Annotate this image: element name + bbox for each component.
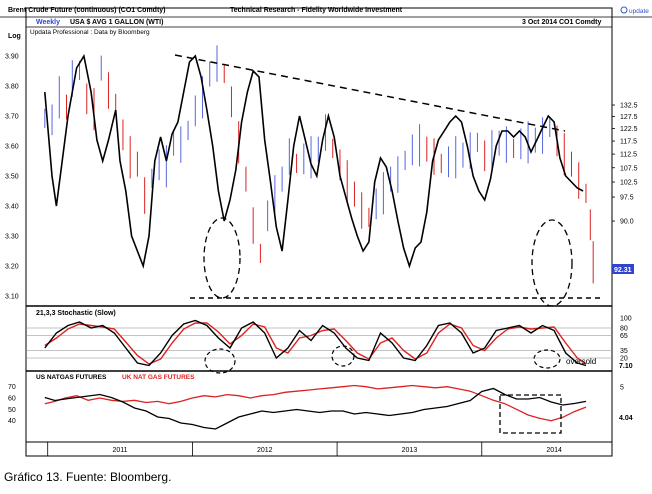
price-right-tick-label: 117.5 bbox=[620, 139, 637, 146]
stoch-title: 21,3,3 Stochastic (Slow) bbox=[36, 310, 116, 317]
price-right-tick-label: 90.0 bbox=[620, 219, 634, 226]
update-link[interactable]: update bbox=[620, 6, 649, 15]
support-circle-2012 bbox=[203, 217, 241, 299]
natgas-right-tick-label: 5 bbox=[620, 385, 624, 392]
chart-left-title: Brent Crude Future (continuous) (CO1 Com… bbox=[8, 7, 166, 14]
natgas-left-axis: 70 60 50 40 bbox=[8, 384, 16, 425]
price-left-tick-label: 3.40 bbox=[5, 204, 19, 211]
price-axis-title: Log bbox=[8, 33, 21, 40]
price-right-tick-label: 107.5 bbox=[620, 165, 638, 172]
x-axis-year-label: 2014 bbox=[546, 447, 562, 454]
stoch-tick-label: 80 bbox=[620, 326, 628, 333]
units-label: USA $ AVG 1 GALLON (WTI) bbox=[70, 19, 163, 26]
natgas-left-tick-label: 70 bbox=[8, 384, 16, 391]
source-note: Updata Professional : Data by Bloomberg bbox=[30, 29, 150, 36]
stoch-last-value: 7.10 bbox=[619, 363, 633, 370]
stoch-circle-2014 bbox=[533, 349, 561, 369]
price-left-axis: 3.90 3.80 3.70 3.60 3.50 3.40 3.30 3.20 3.10 bbox=[5, 54, 19, 301]
stoch-circle-2012 bbox=[204, 348, 236, 374]
price-right-tick-label: 97.5 bbox=[620, 195, 634, 202]
price-left-tick-label: 3.80 bbox=[5, 84, 19, 91]
natgas-left-tick-label: 40 bbox=[8, 418, 16, 425]
x-axis-year-label: 2013 bbox=[402, 447, 418, 454]
natgas-last-value: 4.04 bbox=[619, 415, 633, 422]
stoch-tick-label: 35 bbox=[620, 348, 628, 355]
x-axis: 2011 2012 2013 2014 bbox=[47, 442, 562, 456]
price-left-tick-label: 3.90 bbox=[5, 54, 19, 61]
legend-uk-natgas: UK NAT GAS FUTURES bbox=[122, 374, 195, 381]
price-right-axis: 132.5 127.5 122.5 117.5 112.5 107.5 102.5 97.5 9… bbox=[612, 103, 638, 226]
price-right-tick-label: 122.5 bbox=[620, 126, 638, 133]
price-left-tick-label: 3.30 bbox=[5, 234, 19, 241]
price-left-tick-label: 3.10 bbox=[5, 294, 19, 301]
last-price-tag bbox=[612, 264, 634, 274]
natgas-panel: US NATGAS FUTURES UK NAT GAS FUTURES 70 6… bbox=[8, 374, 633, 434]
chart-center-title: Technical Research - Fidelity Worldwide … bbox=[230, 7, 403, 14]
price-bars bbox=[44, 45, 594, 284]
price-right-tick-label: 132.5 bbox=[620, 103, 638, 110]
update-label: update bbox=[629, 8, 649, 15]
price-left-tick-label: 3.20 bbox=[5, 264, 19, 271]
price-overlay-line bbox=[44, 53, 584, 269]
x-axis-year-label: 2012 bbox=[257, 447, 273, 454]
price-left-tick-label: 3.60 bbox=[5, 144, 19, 151]
date-label: 3 Oct 2014 CO1 Comdty bbox=[522, 19, 601, 26]
update-icon bbox=[620, 6, 628, 14]
stoch-tick-label: 100 bbox=[620, 316, 632, 323]
x-axis-year-label: 2011 bbox=[113, 447, 128, 454]
us-natgas-line bbox=[44, 387, 587, 430]
natgas-right-axis: 5 bbox=[620, 385, 624, 392]
stoch-k-line bbox=[44, 319, 587, 367]
legend-us-natgas: US NATGAS FUTURES bbox=[36, 374, 107, 381]
figure-caption: Gráfico 13. Fuente: Bloomberg. bbox=[4, 470, 172, 484]
oversold-annotation: oversold bbox=[566, 357, 596, 366]
resistance-trendline bbox=[174, 54, 566, 132]
uk-natgas-line bbox=[44, 384, 587, 422]
stoch-tick-label: 65 bbox=[620, 333, 628, 340]
stoch-circle-2013 bbox=[331, 345, 355, 367]
price-right-tick-label: 102.5 bbox=[620, 180, 638, 187]
frequency-label: Weekly bbox=[36, 19, 60, 26]
natgas-highlight-box bbox=[499, 394, 562, 434]
price-right-tick-label: 127.5 bbox=[620, 114, 638, 121]
price-left-tick-label: 3.50 bbox=[5, 174, 19, 181]
natgas-left-tick-label: 50 bbox=[8, 407, 16, 414]
natgas-left-tick-label: 60 bbox=[8, 396, 16, 403]
price-left-tick-label: 3.70 bbox=[5, 114, 19, 121]
price-right-tick-label: 112.5 bbox=[620, 152, 637, 159]
stoch-tick-label: 20 bbox=[620, 356, 628, 363]
last-price-label: 92.31 bbox=[614, 267, 632, 274]
